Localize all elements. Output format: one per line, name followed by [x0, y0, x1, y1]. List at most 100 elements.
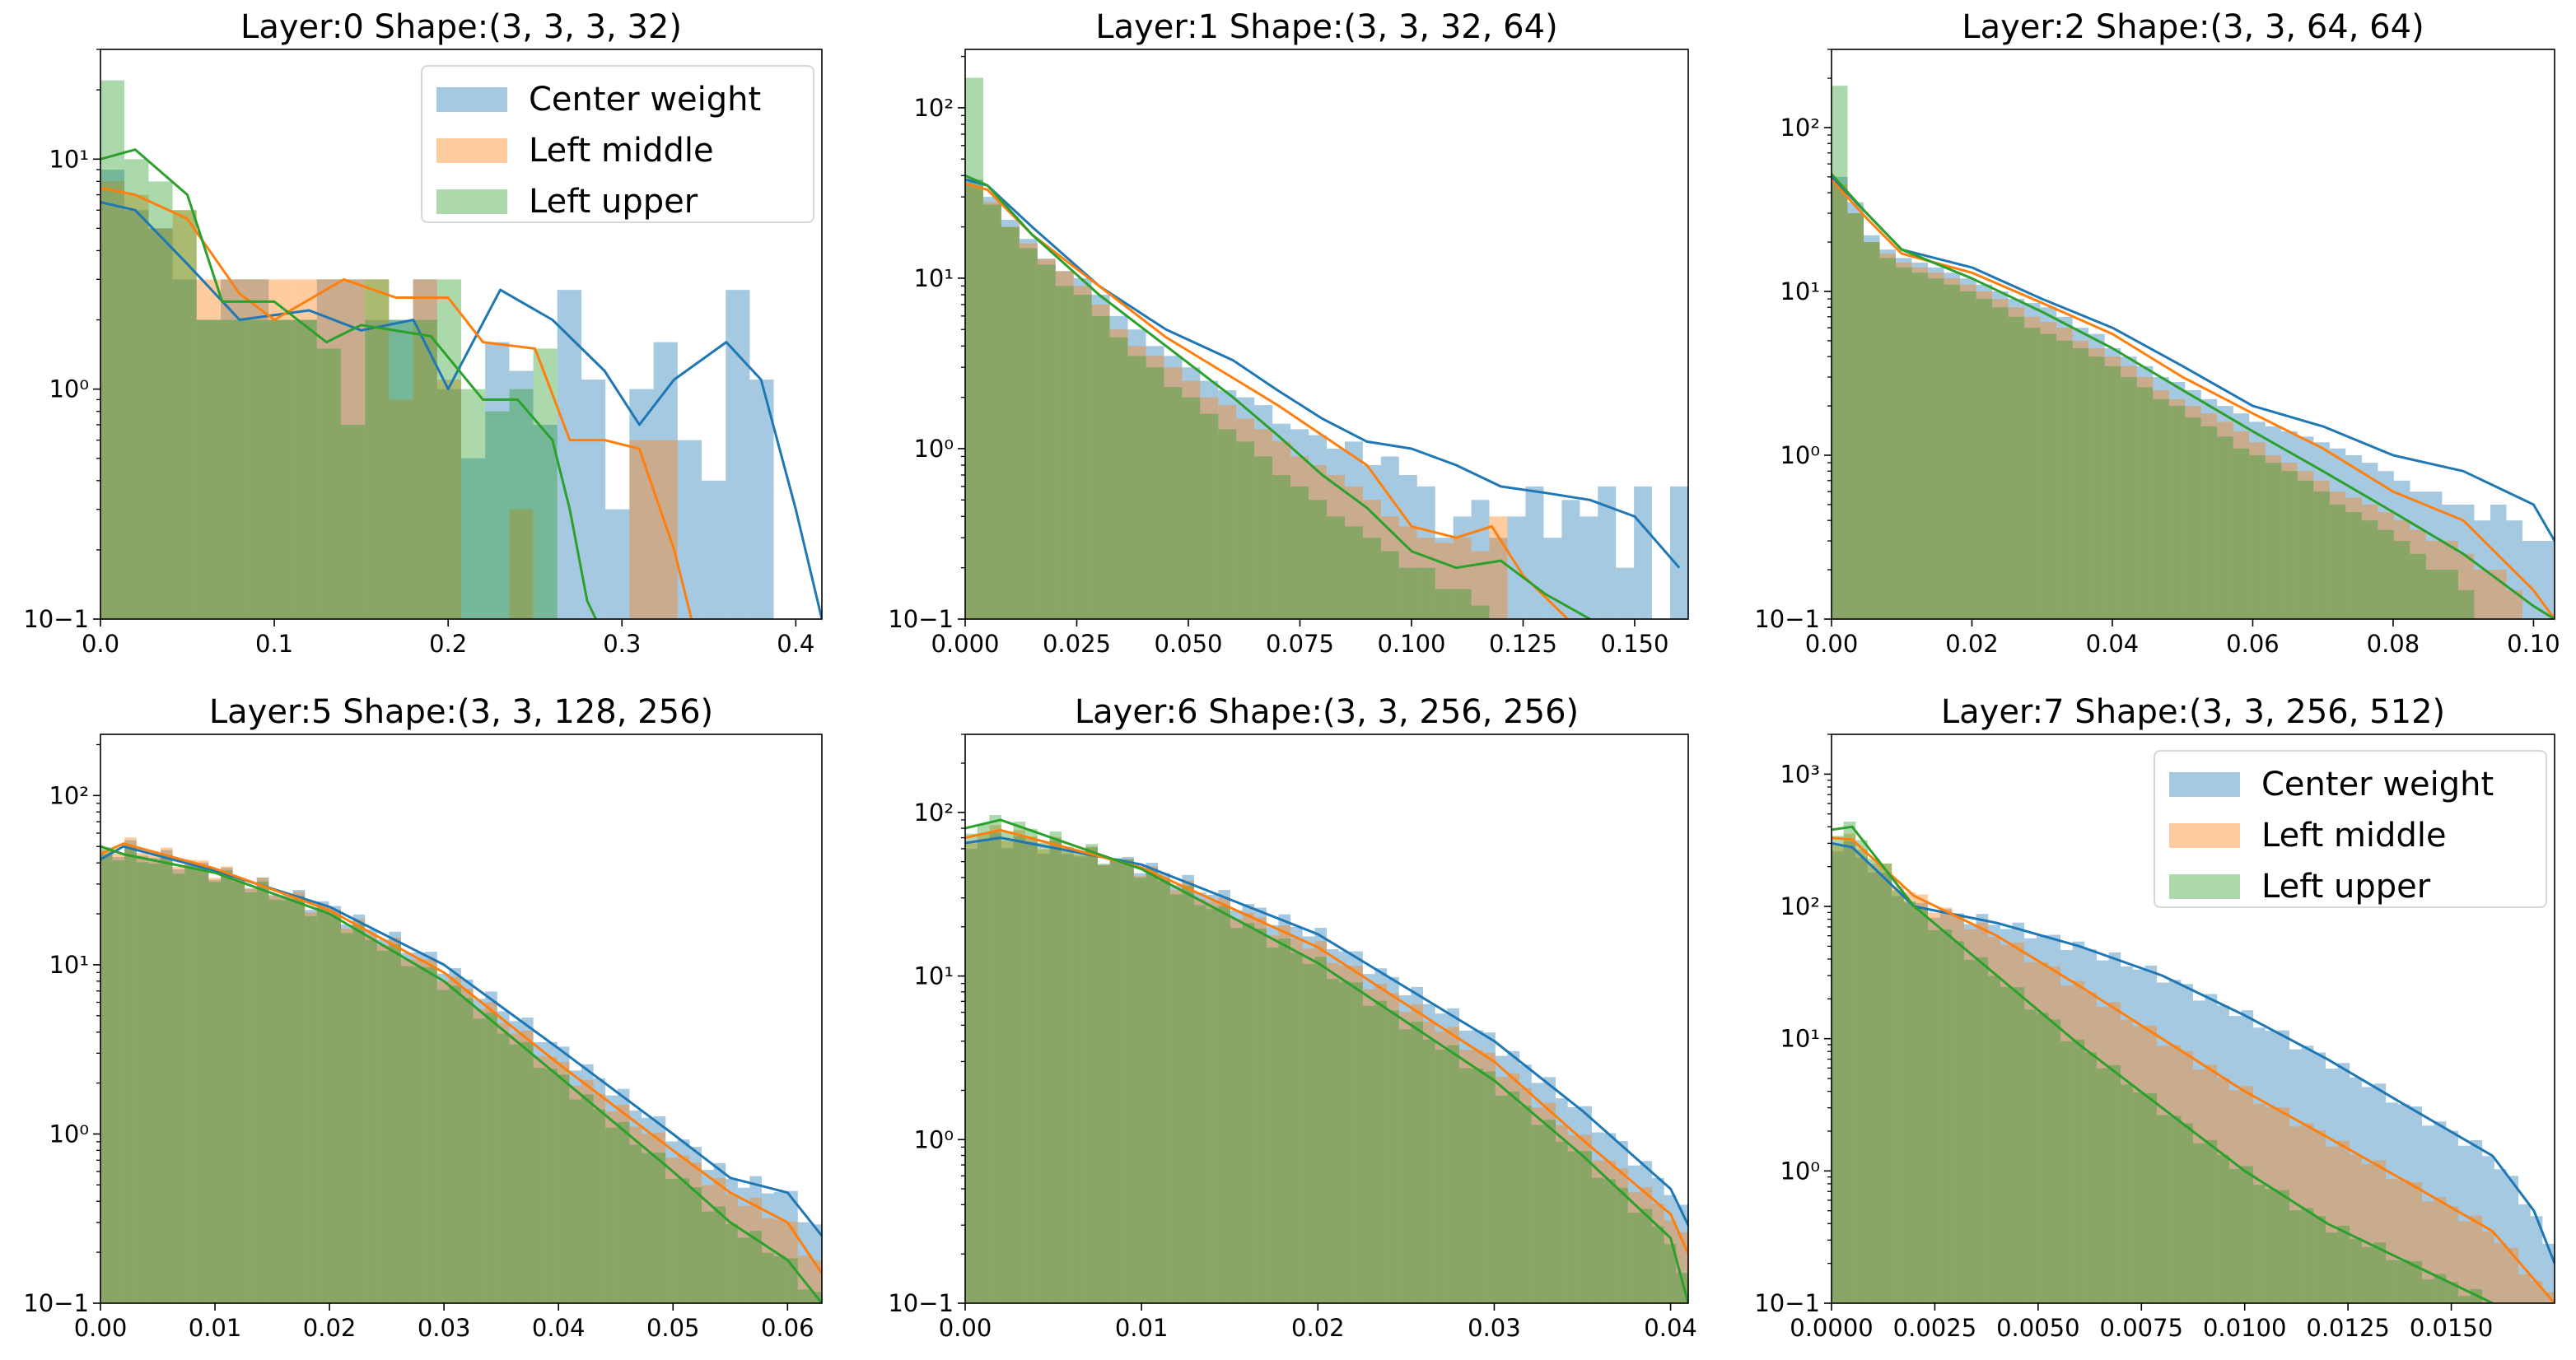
histogram-bar: [112, 853, 125, 1303]
histogram-bar: [533, 1068, 546, 1303]
histogram-bar: [1254, 429, 1273, 619]
y-axis: 10−1 10⁰ 10¹ 10² 10³: [1754, 734, 1832, 1317]
histogram-bar: [1879, 873, 1892, 1303]
histogram-bar: [1423, 1022, 1435, 1303]
legend-swatch-left-middle: [436, 138, 507, 163]
histogram-bar: [2313, 1052, 2326, 1303]
histogram-bar: [677, 1178, 690, 1303]
histogram-bar: [208, 882, 221, 1303]
histogram-bar: [2040, 307, 2057, 619]
kde-line-left-middle: [100, 186, 693, 619]
histogram-bar: [629, 1126, 642, 1303]
histogram-bar: [1398, 526, 1417, 619]
histogram-bar: [136, 855, 149, 1303]
histogram-bar: [2410, 1182, 2423, 1303]
histogram-bar: [2040, 333, 2057, 619]
histogram-bar: [365, 929, 377, 1303]
histogram-bar: [497, 1033, 510, 1303]
histogram-bar: [797, 1289, 810, 1303]
histogram-bar: [1567, 1106, 1580, 1303]
histogram-bar: [124, 210, 149, 619]
histogram-bar: [1374, 1000, 1388, 1303]
histogram-bar: [208, 879, 221, 1303]
histogram-bar: [2024, 962, 2037, 1303]
histogram-bar: [1278, 925, 1291, 1303]
histogram-bar: [581, 1094, 594, 1303]
x-tick-label: 0.0025: [1893, 1314, 1976, 1342]
histogram-bar: [965, 185, 983, 619]
histogram-bar: [1327, 516, 1345, 619]
histogram-bar: [1928, 917, 1940, 1303]
histogram-bar: [762, 1218, 774, 1303]
histogram-bar: [1374, 984, 1388, 1303]
subplot-3: 0.00 0.01 0.02 0.03 0.04 0.05 0.0610−110⁰10¹10…: [23, 693, 823, 1342]
histogram-bar: [1001, 220, 1020, 619]
histogram-bar: [1591, 1177, 1604, 1303]
histogram-bar: [1634, 486, 1653, 619]
histogram-bar: [376, 939, 390, 1303]
histogram-bar: [2301, 1046, 2314, 1303]
x-tick-label: 0.06: [2226, 630, 2280, 658]
histogram-bar: [1911, 272, 1929, 619]
histogram-bar: [2096, 1006, 2109, 1303]
histogram-bar: [2084, 992, 2097, 1303]
x-tick-label: 0.05: [646, 1314, 700, 1342]
histogram-bar: [1435, 1032, 1448, 1303]
histogram-bar: [2168, 1115, 2182, 1303]
histogram-bar: [2457, 553, 2475, 619]
histogram-bar: [100, 847, 113, 1303]
histogram-bar: [449, 985, 461, 1303]
histogram-bar: [2048, 1019, 2061, 1303]
histogram-bar: [2241, 1086, 2254, 1303]
histogram-bar: [2277, 1106, 2290, 1303]
histogram-bar: [1254, 917, 1267, 1303]
histogram-bar: [1855, 849, 1868, 1303]
histogram-bar: [677, 1155, 690, 1303]
histogram-bar: [221, 319, 245, 619]
histogram-bar: [1879, 258, 1897, 619]
histogram-bar: [1309, 465, 1327, 619]
axes-frame: [964, 734, 1689, 1304]
histogram-bar: [2378, 471, 2394, 619]
histogram-bar: [2121, 366, 2137, 619]
histogram-bar: [2378, 529, 2394, 619]
histogram-bar: [1960, 291, 1976, 619]
histogram-bar: [713, 1206, 726, 1303]
y-tick-label: 10²: [913, 799, 954, 827]
histogram-bar: [1097, 864, 1110, 1303]
x-tick-label: 0.025: [1043, 630, 1111, 658]
plot-area: [1832, 49, 2555, 619]
histogram-bar: [1988, 937, 2000, 1303]
histogram-bar: [413, 319, 437, 619]
histogram-bar: [340, 279, 366, 619]
histogram-bar: [1109, 858, 1122, 1303]
histogram-bar: [1447, 1008, 1459, 1303]
x-axis: 0.00 0.01 0.02 0.03 0.04 0.05 0.06: [74, 1303, 814, 1342]
histogram-bar: [2410, 1261, 2423, 1303]
x-tick-label: 0.01: [1115, 1314, 1169, 1342]
histogram-bar: [1952, 941, 1964, 1303]
histogram-bar: [1001, 831, 1014, 1303]
histogram-bar: [1278, 914, 1291, 1303]
histogram-bar: [605, 1111, 618, 1303]
histogram-bar: [1164, 367, 1183, 619]
histogram-bar: [316, 348, 341, 619]
histogram-bar: [2386, 1260, 2398, 1303]
histogram-bar: [1206, 901, 1219, 1303]
histogram-bar: [100, 80, 125, 619]
histogram-bar: [989, 832, 1001, 1303]
histogram-bar: [977, 823, 990, 1303]
legend-swatch-center-weight: [2169, 772, 2240, 797]
x-tick-label: 0.06: [761, 1314, 814, 1342]
x-axis: 0.000 0.025 0.050 0.075 0.100 0.125 0.150: [931, 619, 1668, 658]
histogram-bar: [2422, 1125, 2434, 1303]
histogram-bar: [1272, 423, 1291, 619]
histogram-bar: [268, 895, 281, 1303]
x-tick-label: 0.4: [777, 630, 814, 658]
histogram-bar: [2281, 463, 2298, 619]
histogram-bar: [1556, 1141, 1568, 1303]
histogram-bar: [1952, 915, 1964, 1303]
histogram-bar: [2217, 1154, 2229, 1303]
histogram-bar: [533, 1055, 546, 1303]
histogram-bar: [2313, 480, 2330, 619]
